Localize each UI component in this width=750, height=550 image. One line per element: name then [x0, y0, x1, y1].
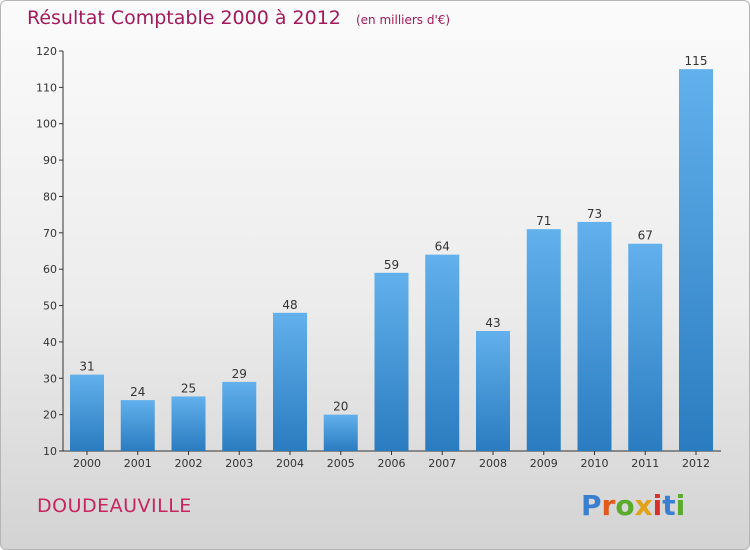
bar-value-label: 71: [536, 214, 551, 228]
bar: [273, 312, 307, 451]
x-tick-label: 2010: [581, 457, 609, 470]
x-tick-label: 2000: [73, 457, 101, 470]
x-tick-label: 2007: [428, 457, 456, 470]
bar: [526, 229, 561, 451]
bar: [628, 243, 663, 451]
bar-value-label: 24: [130, 385, 145, 399]
proxiti-logo: Proxiti: [581, 489, 685, 522]
bar: [323, 414, 358, 451]
bar-value-label: 43: [485, 316, 500, 330]
bar-value-label: 20: [333, 400, 348, 414]
y-tick-label: 30: [43, 372, 57, 385]
bar-value-label: 29: [232, 367, 247, 381]
chart-title-block: Résultat Comptable 2000 à 2012 (en milli…: [27, 7, 450, 29]
chart-subtitle: (en milliers d'€): [355, 13, 451, 27]
y-tick-label: 10: [43, 445, 57, 458]
y-tick-label: 100: [36, 118, 57, 131]
x-tick-label: 2003: [225, 457, 253, 470]
brand-letter: i: [675, 489, 686, 522]
y-tick-label: 60: [43, 263, 57, 276]
bar: [425, 254, 460, 451]
y-tick-label: 40: [43, 336, 57, 349]
brand-letter: o: [615, 489, 635, 522]
bar: [171, 396, 206, 451]
chart-bars: [70, 69, 713, 451]
x-tick-label: 2008: [479, 457, 507, 470]
y-tick-label: 70: [43, 227, 57, 240]
y-tick-label: 50: [43, 300, 57, 313]
x-tick-label: 2009: [530, 457, 558, 470]
bar-value-label: 25: [181, 381, 196, 395]
x-tick-label: 2006: [378, 457, 406, 470]
bar: [374, 272, 409, 451]
brand-letter: r: [601, 489, 616, 522]
y-tick-label: 110: [36, 81, 57, 94]
bar: [476, 331, 510, 451]
bar-value-label: 64: [435, 240, 450, 254]
x-tick-label: 2001: [124, 457, 152, 470]
x-tick-label: 2004: [276, 457, 304, 470]
y-tick-label: 120: [36, 45, 57, 58]
y-tick-label: 80: [43, 190, 57, 203]
brand-letter: x: [634, 489, 653, 522]
bar-value-label: 59: [384, 258, 399, 272]
chart-title: Résultat Comptable 2000 à 2012: [27, 7, 341, 29]
bar: [70, 374, 104, 451]
x-tick-label: 2011: [631, 457, 659, 470]
chart-labels: 31 24 25 29 48 20 59 64 43 71 73 67 115: [79, 54, 707, 413]
bar: [222, 381, 257, 451]
bar-value-label: 48: [282, 298, 297, 312]
y-tick-label: 90: [43, 154, 57, 167]
bar: [679, 69, 713, 451]
brand-letter: P: [581, 489, 602, 522]
y-tick-label: 20: [43, 409, 57, 422]
x-tick-label: 2002: [175, 457, 203, 470]
bar-value-label: 73: [587, 207, 602, 221]
brand-letter: i: [652, 489, 663, 522]
bar: [120, 400, 155, 451]
x-tick-label: 2012: [682, 457, 710, 470]
brand-letter: t: [662, 489, 676, 522]
bar-value-label: 67: [638, 229, 653, 243]
bar: [577, 221, 612, 451]
commune-name: DOUDEAUVILLE: [37, 495, 192, 517]
bar-value-label: 115: [685, 54, 708, 68]
x-tick-label: 2005: [327, 457, 355, 470]
bar-value-label: 31: [79, 360, 94, 374]
